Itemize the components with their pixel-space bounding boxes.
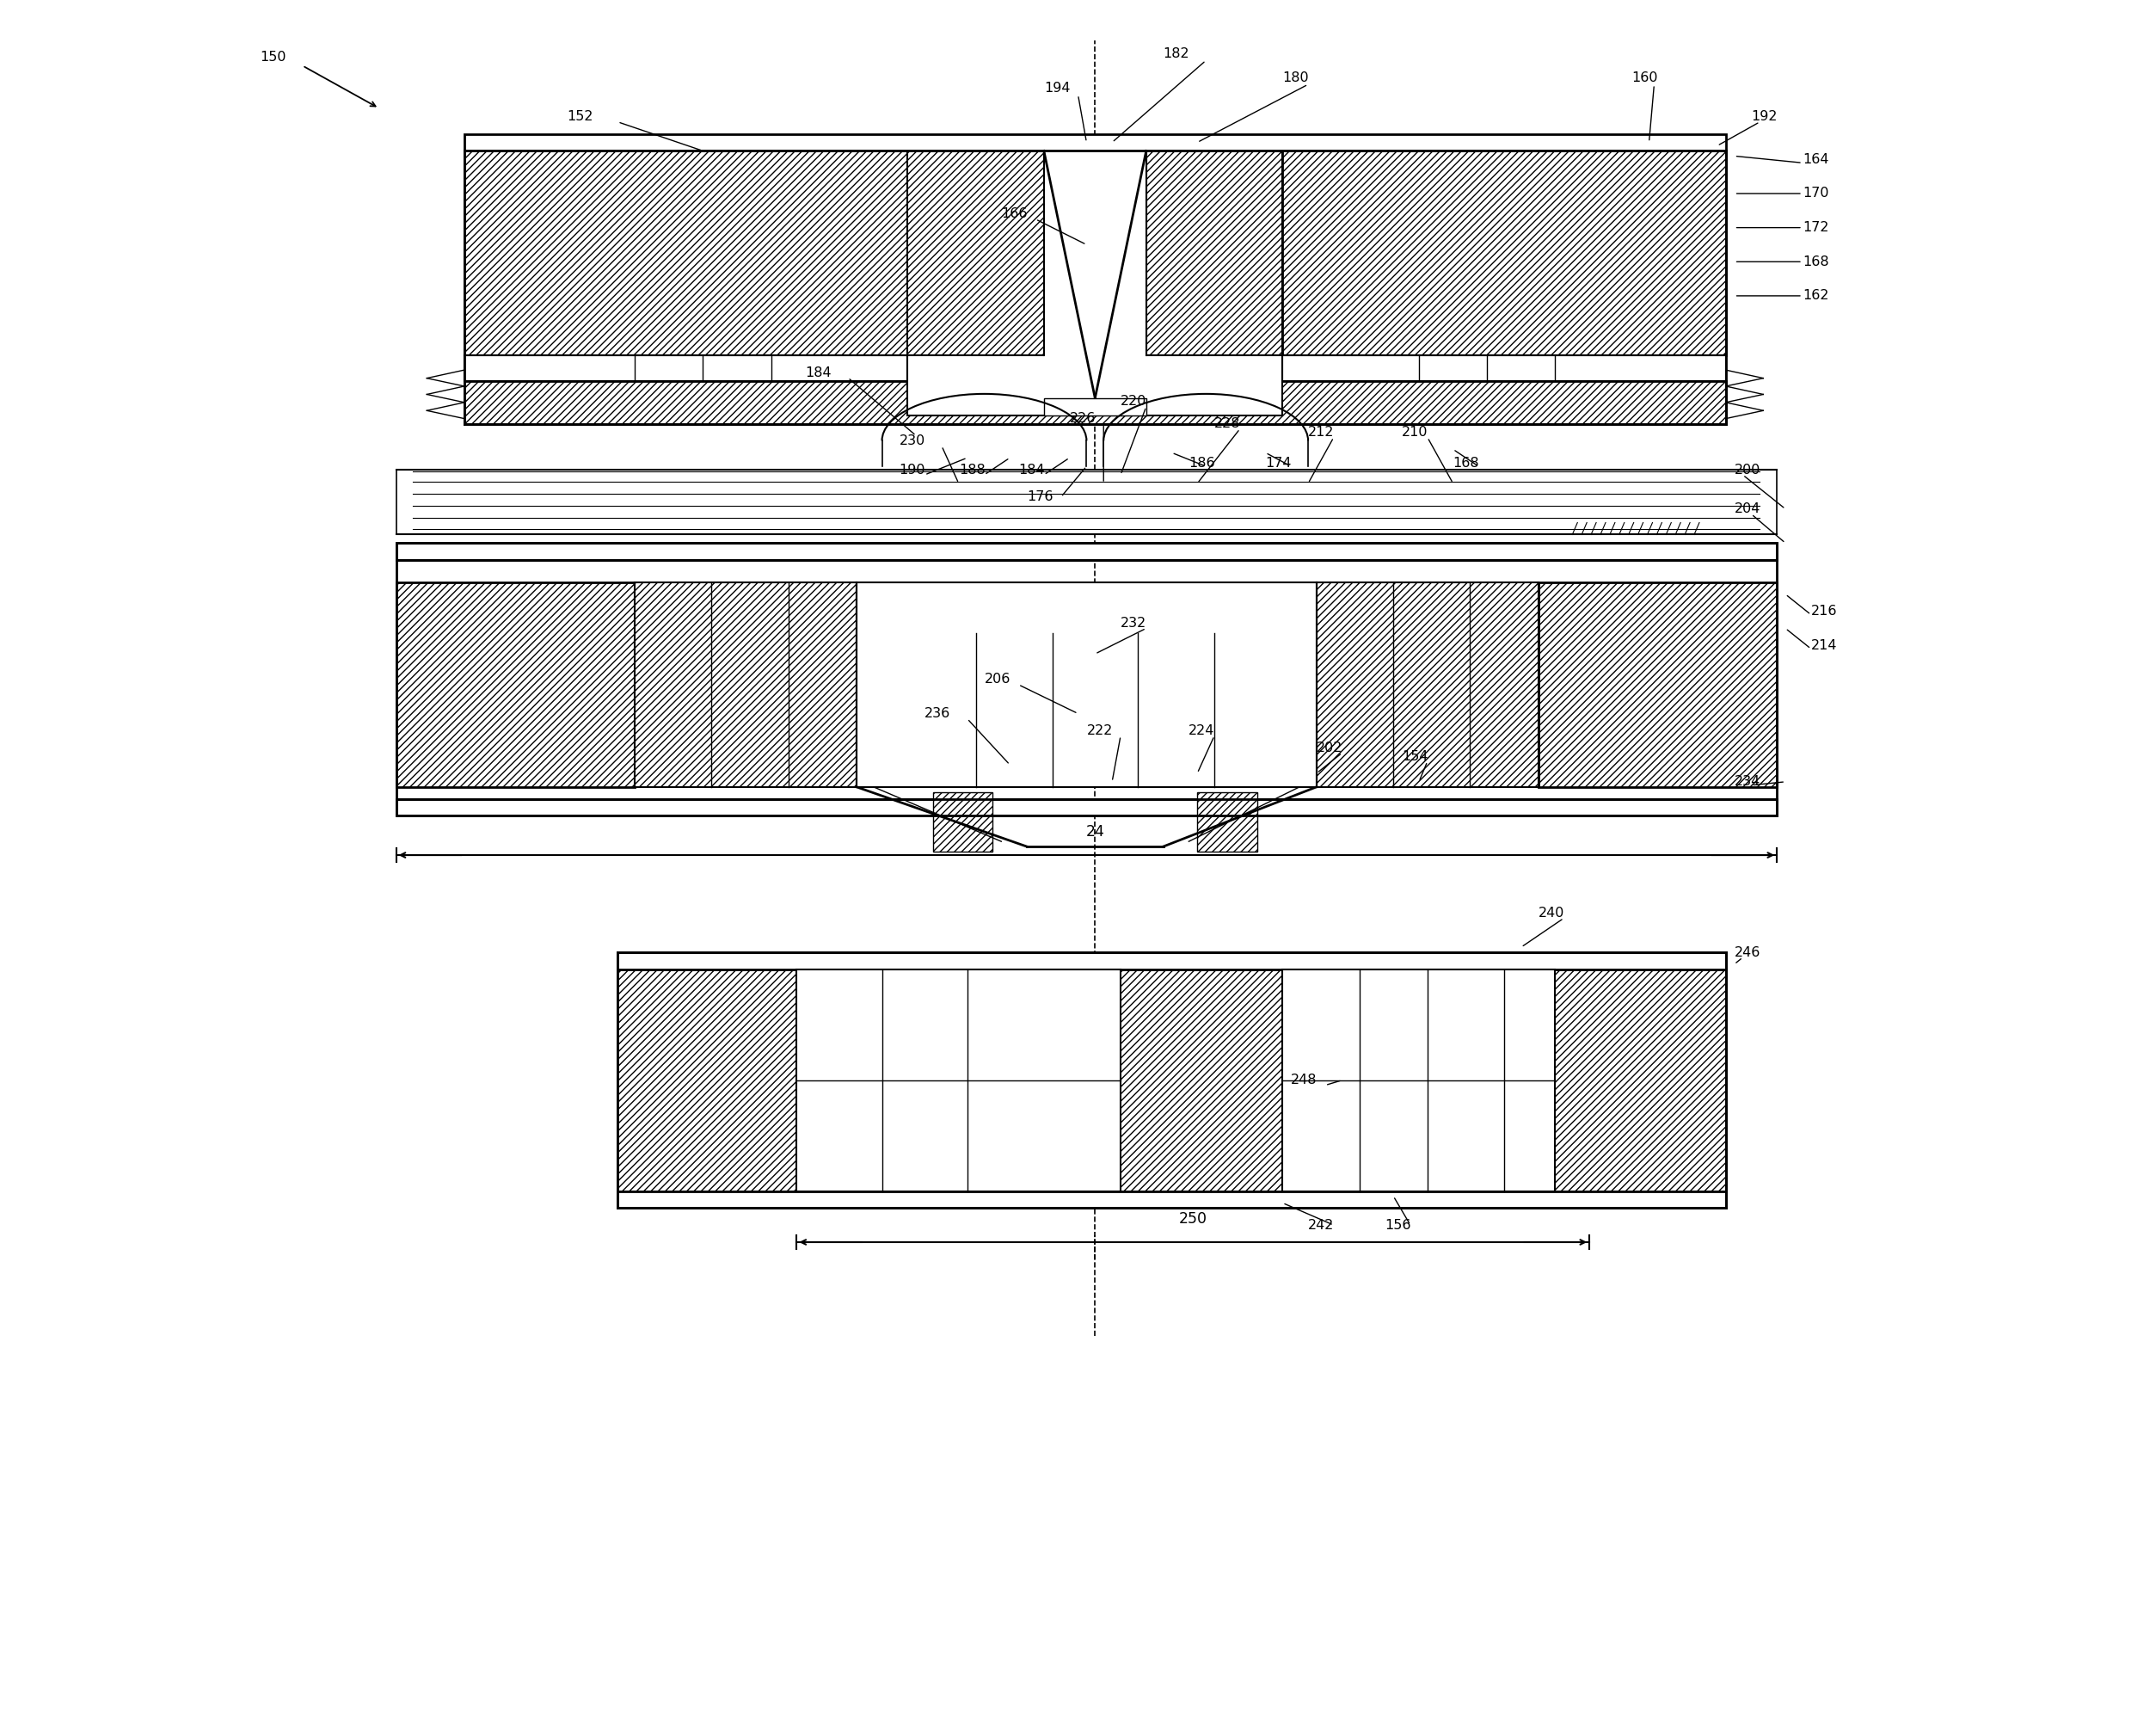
Bar	[397, 543, 1777, 560]
Text: 250: 250	[1179, 1210, 1207, 1226]
Bar	[464, 134, 1725, 151]
Text: 242: 242	[1309, 1219, 1335, 1231]
Text: 182: 182	[1164, 48, 1190, 60]
Bar	[1044, 398, 1147, 416]
Text: 164: 164	[1802, 153, 1828, 167]
Text: 248: 248	[1291, 1073, 1317, 1087]
Polygon shape	[1044, 151, 1147, 398]
Text: 192: 192	[1751, 110, 1777, 124]
Bar	[1537, 582, 1777, 786]
Text: 162: 162	[1802, 290, 1828, 302]
Text: 212: 212	[1309, 426, 1335, 438]
Text: 226: 226	[1069, 412, 1095, 426]
Text: 224: 224	[1188, 725, 1216, 737]
Polygon shape	[1044, 151, 1147, 398]
Text: 222: 222	[1087, 725, 1112, 737]
Bar	[1283, 355, 1725, 381]
Text: 210: 210	[1401, 426, 1427, 438]
Bar	[1147, 151, 1283, 355]
Text: 186: 186	[1188, 457, 1216, 469]
Bar	[908, 151, 1044, 355]
Text: 246: 246	[1733, 946, 1761, 958]
Text: 234: 234	[1733, 776, 1759, 788]
Text: 168: 168	[1453, 457, 1479, 469]
Text: 150: 150	[259, 52, 287, 64]
Text: 152: 152	[567, 110, 593, 124]
Bar	[619, 1192, 1725, 1209]
Text: 24: 24	[1087, 824, 1104, 840]
Text: 190: 190	[899, 464, 925, 476]
Text: 194: 194	[1044, 81, 1069, 94]
Text: 216: 216	[1811, 604, 1837, 618]
Bar	[1197, 792, 1257, 852]
Bar	[634, 582, 856, 786]
Bar	[397, 470, 1777, 534]
Text: 206: 206	[985, 673, 1011, 685]
Text: 240: 240	[1537, 907, 1565, 920]
Bar	[908, 355, 1283, 416]
Text: 160: 160	[1632, 70, 1658, 84]
Bar	[464, 355, 908, 381]
Text: 168: 168	[1802, 256, 1828, 268]
Text: 230: 230	[899, 434, 925, 446]
Text: 188: 188	[959, 464, 985, 476]
Bar	[1283, 970, 1554, 1192]
Text: 214: 214	[1811, 639, 1837, 652]
Text: 180: 180	[1283, 70, 1309, 84]
Text: 170: 170	[1802, 187, 1828, 199]
Text: 200: 200	[1733, 464, 1761, 476]
Bar	[619, 953, 1725, 970]
Text: 202: 202	[1317, 742, 1343, 754]
Text: 184: 184	[1018, 464, 1046, 476]
Bar	[464, 151, 908, 355]
Text: 184: 184	[804, 366, 832, 379]
Text: 156: 156	[1384, 1219, 1410, 1231]
Text: 174: 174	[1266, 457, 1291, 469]
Text: 176: 176	[1026, 491, 1052, 503]
Bar	[1283, 151, 1725, 355]
Text: 232: 232	[1121, 616, 1147, 630]
Text: 220: 220	[1121, 395, 1147, 409]
Bar	[798, 970, 1121, 1192]
Bar	[856, 582, 1317, 786]
Text: 236: 236	[925, 707, 951, 719]
Text: 172: 172	[1802, 221, 1828, 234]
Text: 166: 166	[1000, 208, 1028, 220]
Text: 204: 204	[1733, 503, 1761, 515]
Bar	[397, 798, 1777, 816]
Bar	[1317, 582, 1537, 786]
Bar	[397, 582, 634, 786]
Text: 228: 228	[1214, 417, 1240, 431]
Text: 154: 154	[1401, 750, 1427, 762]
Bar	[619, 970, 1725, 1192]
Bar	[934, 792, 992, 852]
Bar	[464, 381, 1725, 424]
